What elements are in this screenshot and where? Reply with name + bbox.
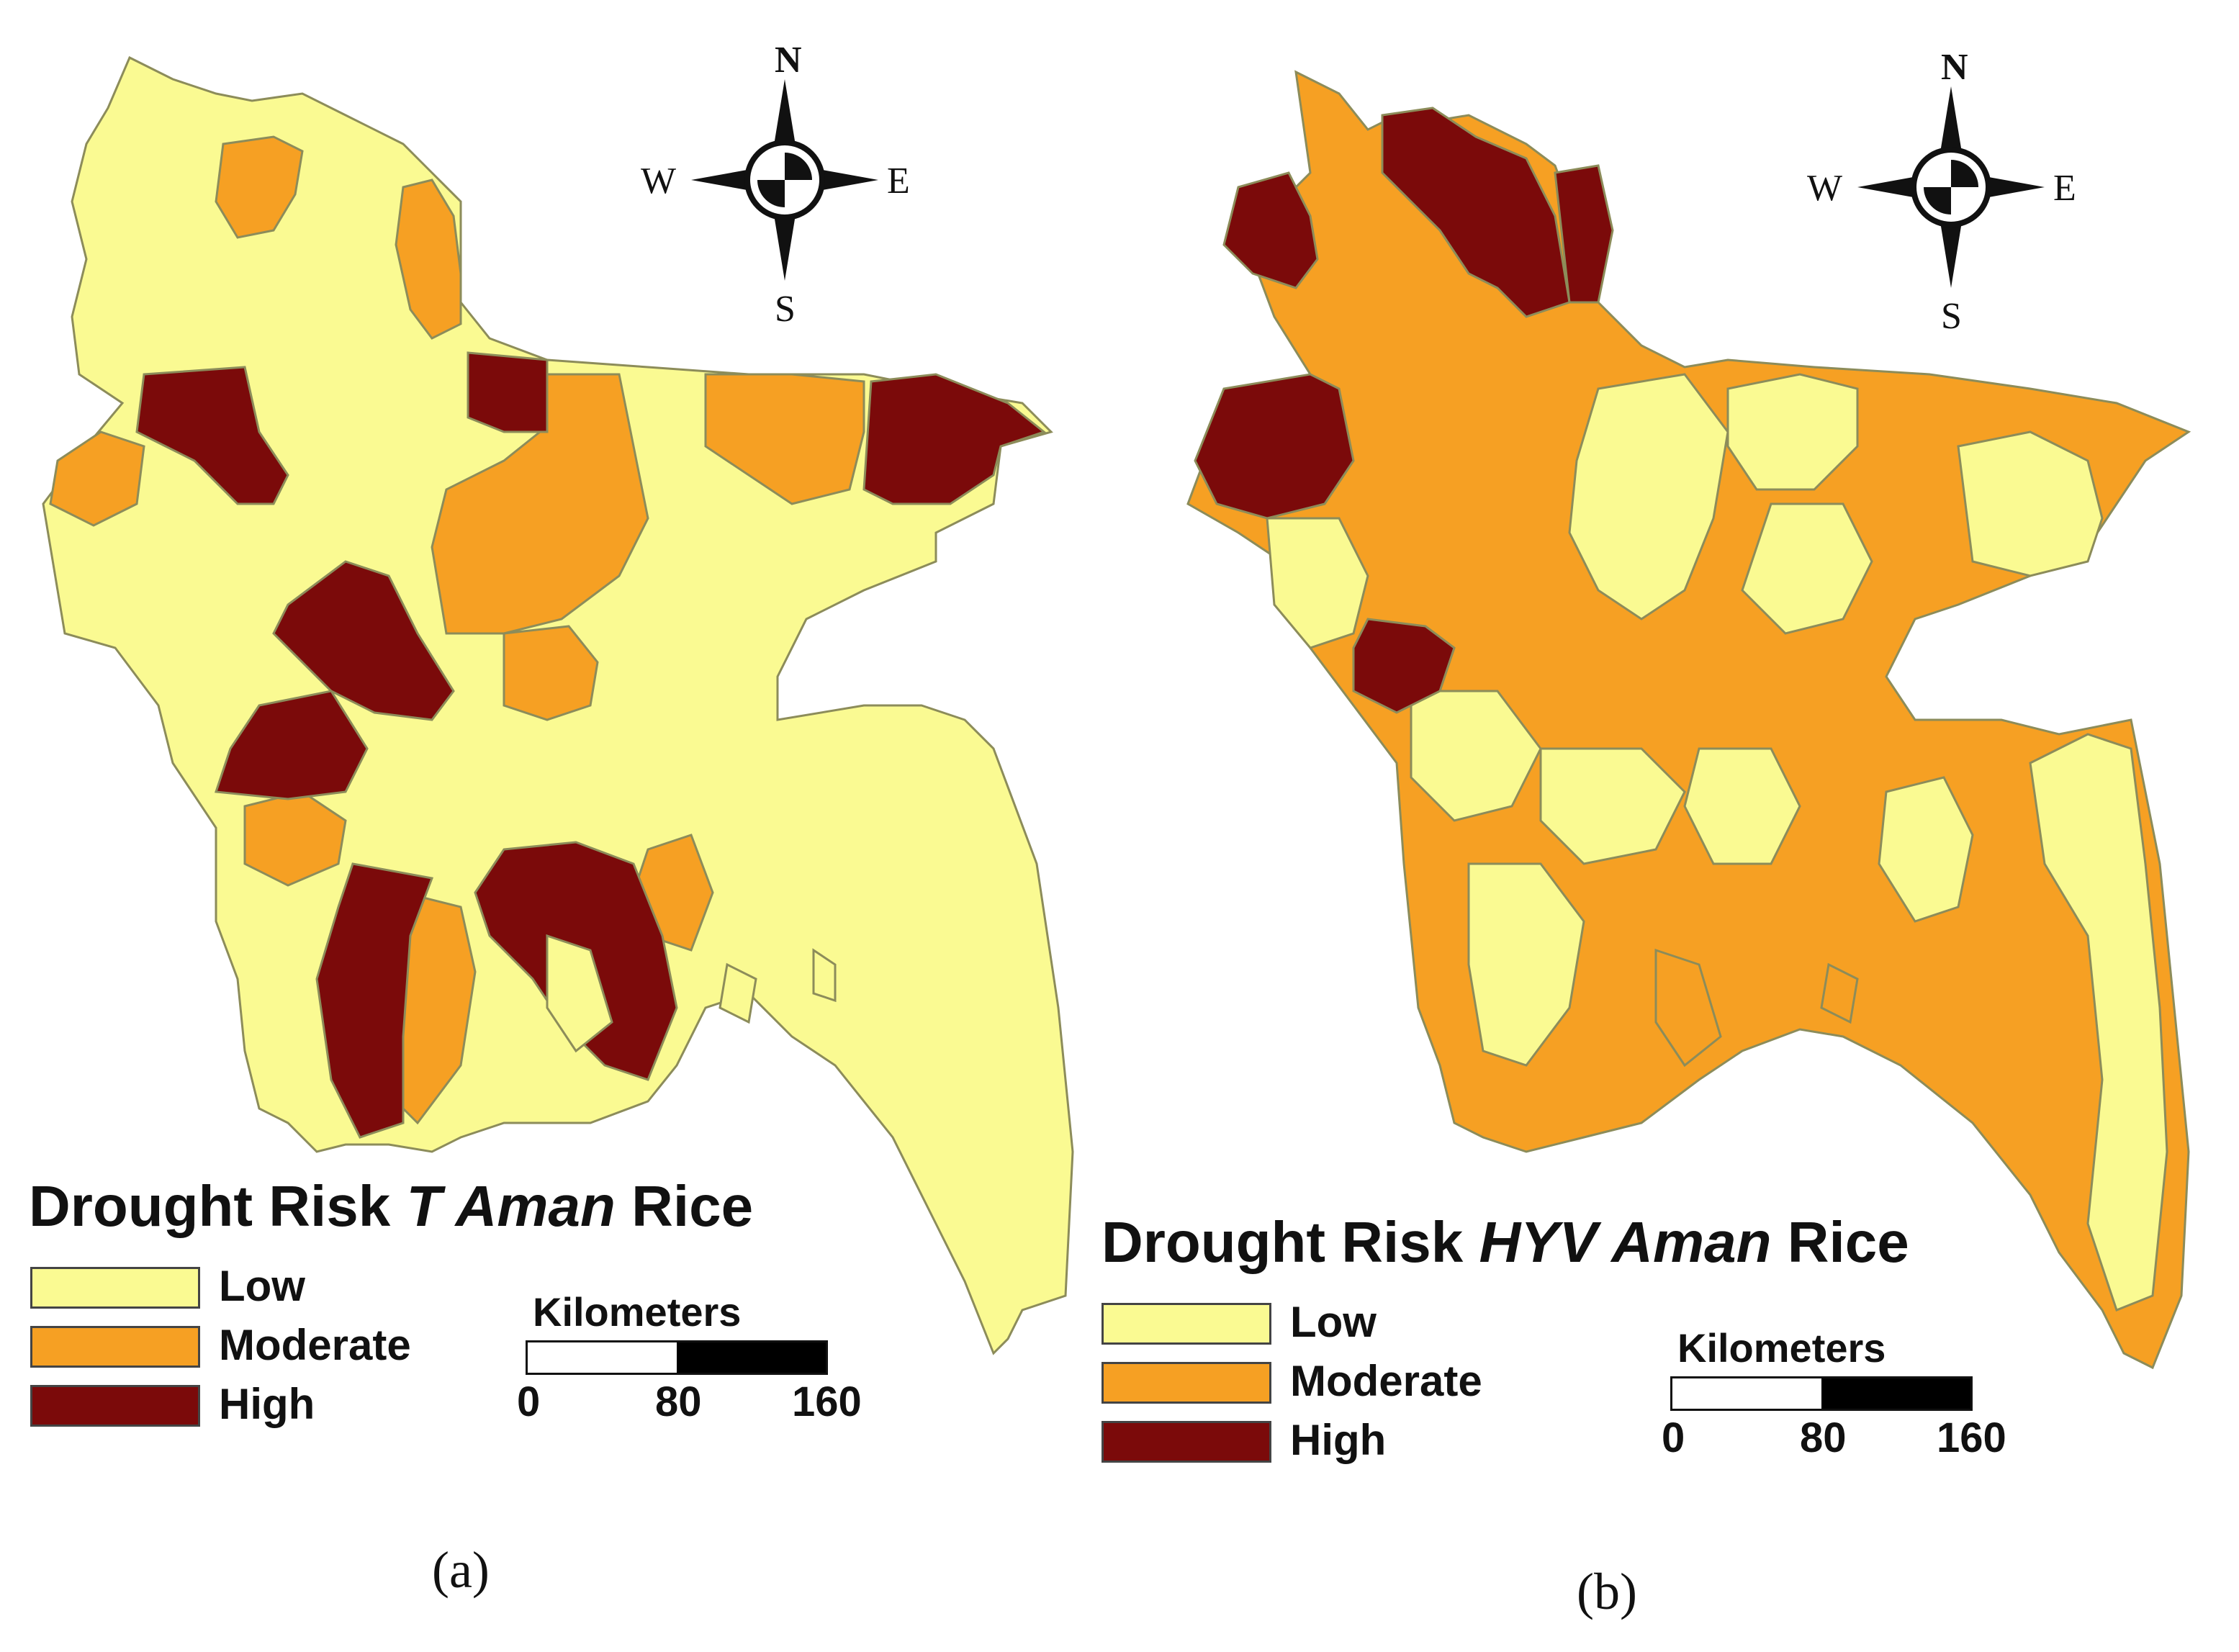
legend-swatch-high — [30, 1385, 200, 1427]
district-moderate — [215, 135, 304, 239]
legend-label-high: High — [1290, 1416, 1387, 1464]
district-high — [135, 366, 289, 505]
district-high — [272, 560, 455, 721]
compass-label-east: E — [2053, 168, 2076, 209]
compass-label-south: S — [775, 289, 796, 330]
compass-quadrant — [757, 180, 785, 207]
district-low — [1410, 690, 1542, 822]
scale-bar-graphic — [1670, 1376, 1973, 1411]
district-moderate — [49, 430, 145, 527]
map-panel-b: N S E W Drought Risk HYV Aman Rice Low M… — [1094, 0, 2239, 1652]
scale-bar: Kilometers 0 80 160 — [1649, 1324, 2006, 1461]
title-crop: T Aman — [406, 1174, 616, 1238]
legend-label-high: High — [219, 1380, 315, 1428]
compass-label-east: E — [887, 161, 910, 202]
scale-tick: 0 — [517, 1378, 541, 1425]
compass-rose: N S E W — [1807, 47, 2076, 337]
scale-bar: Kilometers 0 80 160 — [504, 1288, 862, 1425]
legend-label-moderate: Moderate — [219, 1321, 411, 1369]
drought-map-hyv-aman: N S E W — [1186, 47, 2191, 1370]
panel-caption: (b) — [1577, 1563, 1637, 1620]
scale-title: Kilometers — [1677, 1325, 1886, 1371]
compass-label-west: W — [1807, 168, 1842, 209]
delta-island — [1654, 948, 1722, 1068]
legend-label-moderate: Moderate — [1290, 1357, 1482, 1405]
compass-arrow-south — [772, 202, 798, 281]
compass-arrow-north — [772, 79, 798, 158]
compass-label-north: N — [1941, 47, 1968, 88]
title-crop: HYV Aman — [1479, 1210, 1772, 1274]
legend-swatch-low — [1102, 1303, 1271, 1345]
title-prefix: Drought Risk — [1102, 1210, 1479, 1274]
scale-tick: 80 — [1800, 1414, 1847, 1461]
district-moderate — [503, 625, 599, 721]
district-low — [1683, 747, 1801, 865]
district-high — [315, 862, 434, 1139]
district-high — [467, 351, 549, 433]
map-title-t-aman: Drought Risk T Aman Rice — [29, 1173, 753, 1240]
delta-island — [546, 934, 613, 1053]
legend-label-low: Low — [219, 1262, 305, 1310]
district-low — [1539, 747, 1686, 865]
scale-tick: 160 — [1937, 1414, 2006, 1461]
legend-swatch-high — [1102, 1421, 1271, 1463]
district-low — [1568, 373, 1729, 620]
district-high — [862, 373, 1047, 505]
compass-arrow-north — [1938, 86, 1964, 166]
scale-bar-graphic — [526, 1340, 828, 1375]
country-outline — [1186, 70, 2191, 1370]
title-prefix: Drought Risk — [29, 1174, 407, 1238]
map-title-hyv-aman: Drought Risk HYV Aman Rice — [1102, 1209, 1909, 1276]
delta-island — [812, 948, 837, 1003]
district-low — [1741, 502, 1873, 635]
compass-quadrant — [1951, 160, 1978, 187]
drought-map-t-aman: N S E W — [42, 40, 1074, 1355]
legend-swatch-moderate — [30, 1326, 200, 1368]
legend-swatch-moderate — [1102, 1362, 1271, 1404]
district-high — [1381, 107, 1571, 318]
legend-label-low: Low — [1290, 1298, 1377, 1346]
district-high — [1194, 373, 1355, 520]
legend-swatch-low — [30, 1267, 200, 1309]
district-moderate — [704, 373, 865, 505]
scale-title: Kilometers — [533, 1289, 742, 1335]
district-moderate — [395, 179, 462, 340]
compass-arrow-south — [1938, 209, 1964, 288]
district-low — [1878, 776, 1974, 923]
compass-rose: N S E W — [641, 40, 910, 330]
district-low — [2029, 733, 2168, 1312]
district-low — [1266, 517, 1369, 649]
compass-quadrant — [1924, 187, 1951, 215]
district-high — [1352, 618, 1456, 714]
district-high — [214, 690, 369, 800]
compass-label-south: S — [1941, 296, 1962, 337]
title-suffix: Rice — [615, 1174, 754, 1238]
compass-label-west: W — [641, 161, 676, 202]
compass-quadrant — [785, 153, 812, 180]
compass-label-north: N — [775, 40, 802, 81]
district-high — [1554, 164, 1614, 304]
scale-tick: 80 — [655, 1378, 702, 1425]
title-suffix: Rice — [1771, 1210, 1909, 1274]
scale-tick: 0 — [1662, 1414, 1685, 1461]
district-low — [1957, 430, 2104, 577]
district-high — [1222, 171, 1319, 289]
map-panel-a: N S E W Drought Risk T Aman Rice Low Mod… — [0, 0, 1094, 1652]
panel-caption: (a) — [432, 1541, 490, 1599]
district-low — [1726, 373, 1859, 491]
delta-island — [1820, 962, 1859, 1024]
district-low — [1467, 862, 1585, 1067]
scale-tick: 160 — [792, 1378, 862, 1425]
delta-island — [718, 962, 757, 1024]
